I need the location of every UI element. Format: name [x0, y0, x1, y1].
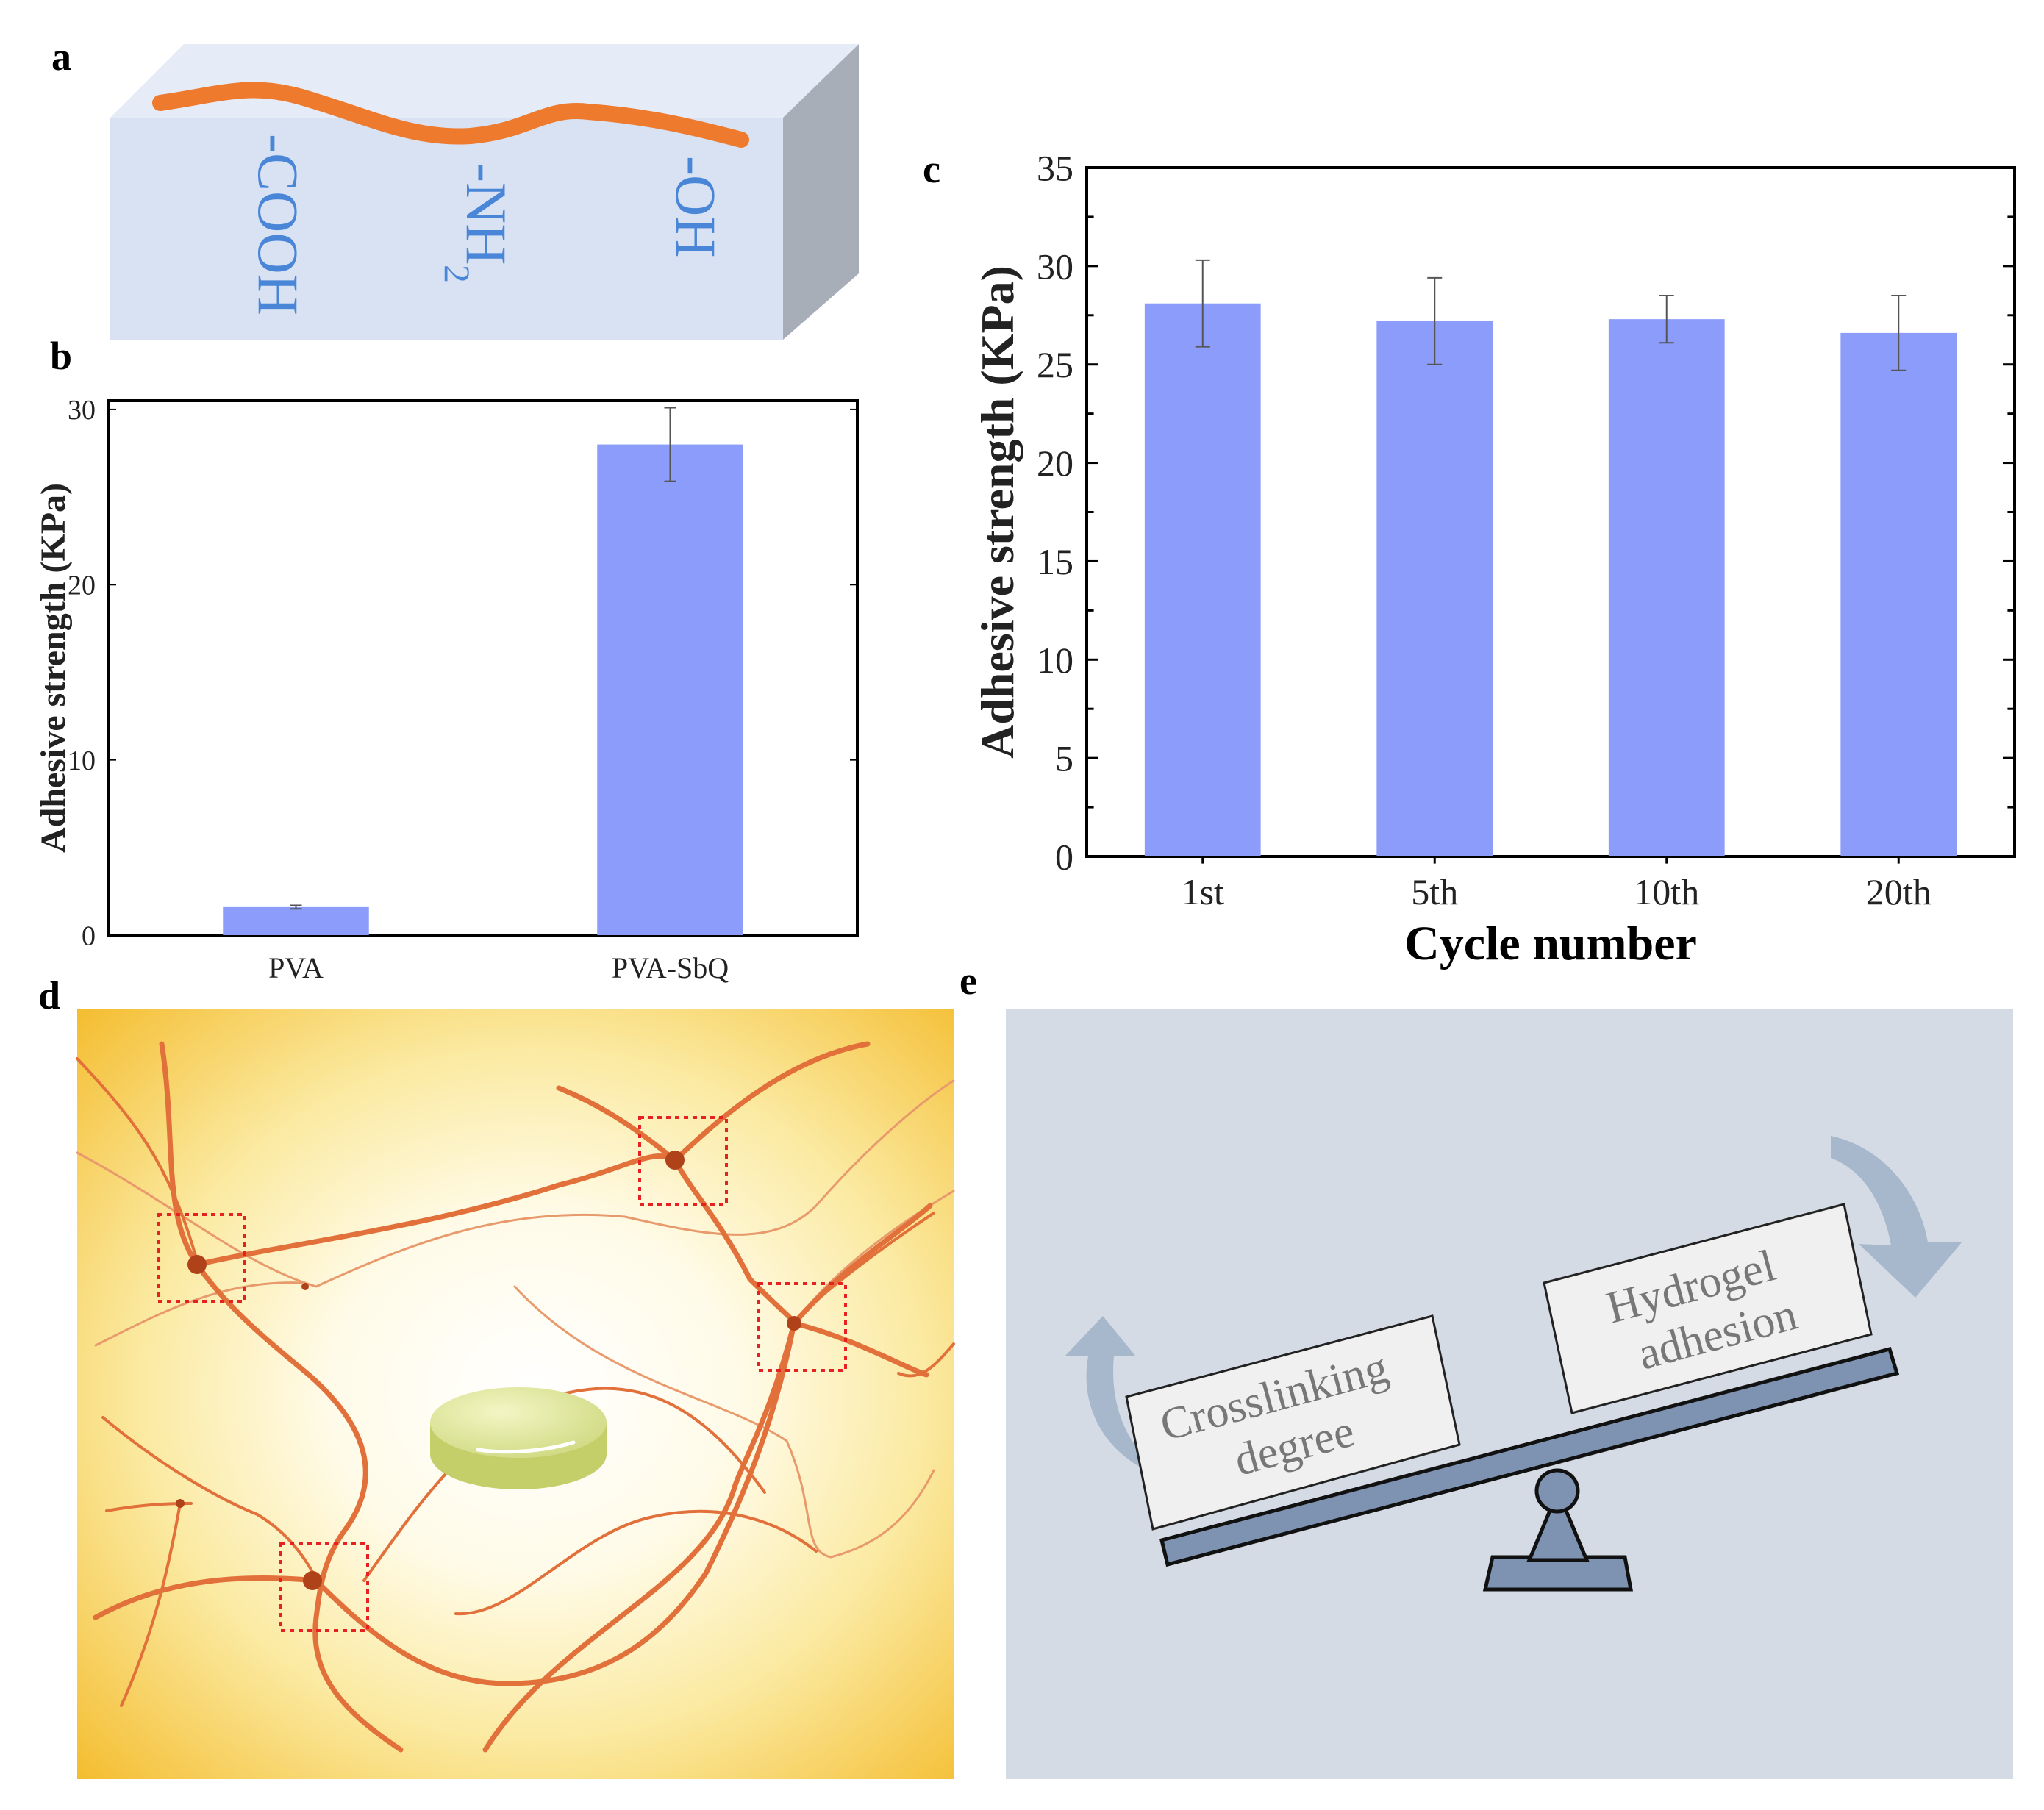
y-axis-label: Adhesive strength (KPa): [34, 483, 73, 853]
medium-strand: [454, 1509, 818, 1616]
block-top-face: [110, 44, 859, 118]
plot-frame: [107, 399, 859, 937]
thick-strand: [791, 1320, 929, 1378]
crosslink-node: [303, 1571, 322, 1590]
x-category-label: 20th: [1866, 871, 1932, 912]
panel-a: a -COOH -NH 2 -OH: [51, 35, 859, 340]
panel-d-letter: d: [38, 973, 60, 1017]
thick-strand: [672, 1041, 871, 1163]
panel-c-letter: c: [923, 147, 940, 191]
thin-strand: [94, 1281, 303, 1347]
y-tick-label: 10: [1037, 640, 1073, 681]
y-tick-label: 5: [1055, 738, 1073, 779]
y-tick-label: 35: [1037, 148, 1073, 189]
crosslinking-degree-box: Crosslinking degree: [1125, 1314, 1461, 1531]
y-tick-label: 10: [68, 745, 96, 776]
panel-d: d: [38, 973, 955, 1779]
thick-strand: [482, 1320, 797, 1753]
bar: [1608, 319, 1725, 856]
block-front-face: [110, 118, 783, 340]
crosslink-node: [665, 1151, 685, 1170]
chart-c: 0 5 10 15 20 25 30 35 1st 5th 10th 20th Adhesive str…: [971, 148, 2016, 970]
bar: [1376, 321, 1493, 856]
x-category-label: PVA-SbQ: [612, 951, 729, 984]
thin-strand: [513, 1285, 935, 1559]
crosslink-node: [187, 1255, 207, 1274]
medium-strand: [101, 1416, 319, 1582]
highlight-box: [157, 1213, 246, 1303]
crosslink-node: [787, 1316, 801, 1331]
hydrogel-adhesion-box: Hydrogel adhesion: [1543, 1203, 1873, 1414]
group-nh2-subscript: 2: [437, 265, 478, 283]
medium-strand: [897, 1342, 955, 1378]
thick-strand: [194, 1153, 678, 1267]
bar: [223, 906, 369, 935]
crosslink-points: [176, 1151, 801, 1590]
y-tick-label: 25: [1037, 344, 1073, 385]
x-category-label: PVA: [268, 951, 324, 984]
thick-strand: [791, 1203, 933, 1326]
crosslink-highlight-boxes: [157, 1116, 847, 1632]
highlight-box: [279, 1542, 369, 1632]
panel-a-letter: a: [51, 35, 71, 79]
minor-junction: [176, 1499, 185, 1508]
x-category-label: 5th: [1411, 871, 1458, 912]
y-tick-label: 20: [1037, 443, 1073, 484]
thin-strand: [76, 1079, 955, 1288]
x-axis-label: Cycle number: [1404, 917, 1697, 970]
block-side-face: [783, 44, 859, 340]
bar: [1840, 332, 1957, 856]
bar: [597, 444, 743, 935]
x-category-label: 1st: [1182, 871, 1224, 912]
medium-strand: [120, 1502, 182, 1707]
minor-junction: [301, 1283, 309, 1290]
panel-e: e Crosslinking degree Hydr: [960, 959, 2013, 1779]
highlight-box: [638, 1116, 728, 1206]
thick-strand: [93, 1575, 319, 1620]
y-tick-label: 15: [1037, 541, 1073, 582]
up-arrow: [1065, 1316, 1147, 1467]
highlight-box: [757, 1282, 847, 1372]
x-category-label: 10th: [1634, 871, 1699, 912]
panel-c: c 0 5 10 15 20 25 30 35 1st 5th 10th 20th Adhesive s…: [923, 147, 2016, 970]
seesaw-plank: [1159, 1346, 1900, 1567]
panel-e-letter: e: [960, 959, 977, 1003]
medium-strand: [76, 1057, 199, 1262]
chart-b: 0 10 20 30 PVA PVA-SbQ Adhesive strength (KPa): [34, 395, 859, 984]
polymer-chain: [152, 82, 749, 148]
y-axis-label: Adhesive strength (KPa): [971, 265, 1023, 759]
thick-strand: [159, 1041, 404, 1753]
drug-tablet: [430, 1387, 607, 1489]
y-tick-label: 30: [68, 395, 96, 426]
seesaw-fulcrum: [1482, 1468, 1633, 1592]
panel-b: b 0 10 20 30 PVA PVA-SbQ Adhesive strength (KP…: [34, 334, 859, 984]
group-oh-label: -OH: [664, 156, 728, 258]
y-tick-label: 20: [68, 570, 96, 601]
down-arrow: [1831, 1136, 1962, 1298]
y-tick-label: 0: [82, 920, 96, 951]
medium-strand: [105, 1502, 193, 1512]
group-nh2-label: -NH: [454, 163, 518, 265]
panel-b-letter: b: [50, 334, 72, 378]
thick-strand: [313, 1320, 797, 1686]
group-cooh-label: -COOH: [246, 134, 310, 315]
y-tick-label: 0: [1055, 837, 1073, 878]
bar: [1144, 303, 1261, 856]
thick-strand: [556, 1085, 678, 1163]
y-tick-label: 30: [1037, 246, 1073, 287]
